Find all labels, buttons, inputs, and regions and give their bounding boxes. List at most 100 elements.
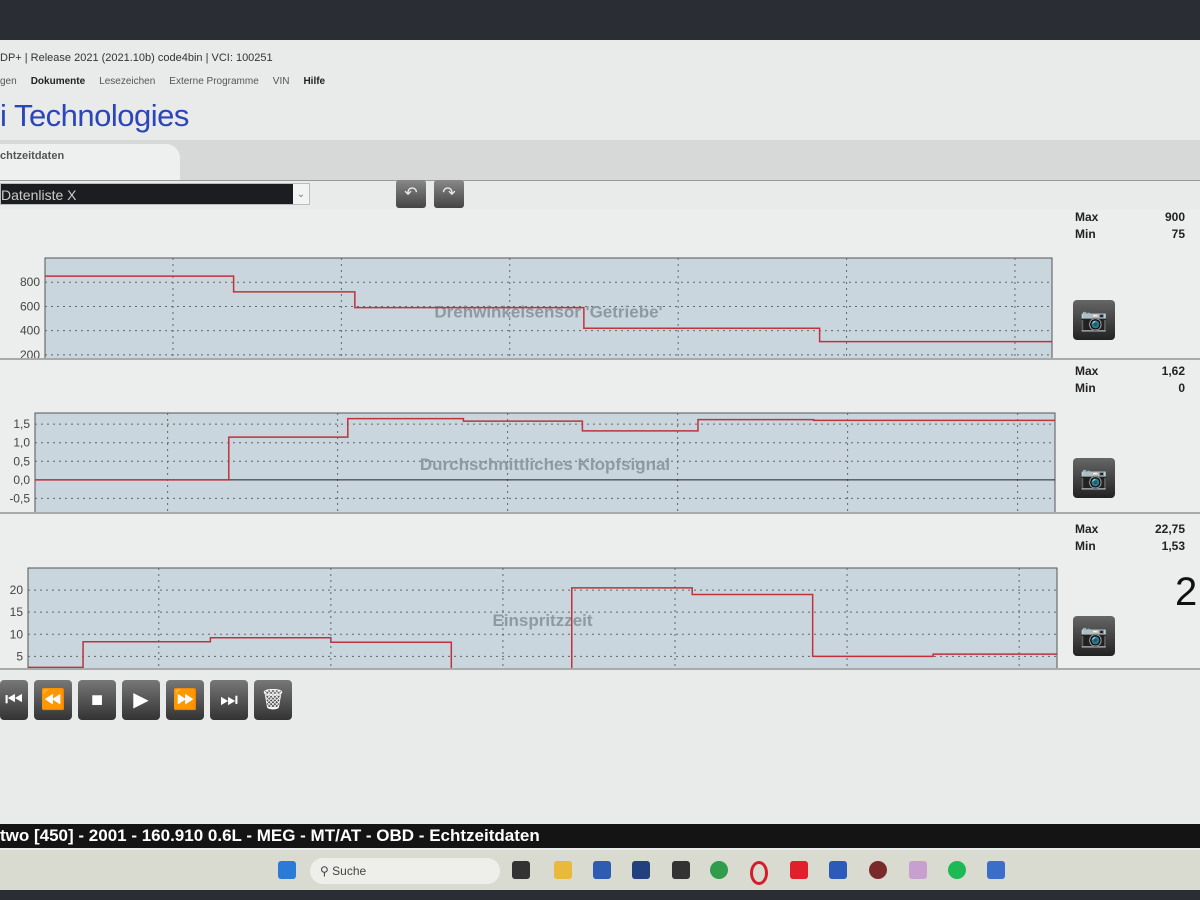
fast-forward-button[interactable]: ⏩ <box>166 680 204 720</box>
app-icon-blue[interactable] <box>987 861 1005 879</box>
plot-area <box>34 412 1056 512</box>
app-window: DP+ | Release 2021 (2021.10b) code4bin |… <box>0 40 1200 890</box>
tab-bar <box>0 140 1200 181</box>
status-bar: two [450] - 2001 - 160.910 0.6L - MEG - … <box>0 824 1200 848</box>
snipping-icon[interactable] <box>909 861 927 879</box>
snapshot-button[interactable]: 📷 <box>1073 300 1115 340</box>
max-label: Max <box>1075 522 1099 536</box>
chart-title: Einspritzzeit <box>492 611 592 630</box>
min-label: Min <box>1075 381 1096 395</box>
y-tick-label: 5 <box>16 649 23 663</box>
y-tick-label: 0,5 <box>13 454 30 468</box>
y-tick-label: 10 <box>10 627 24 641</box>
whatsapp-icon[interactable] <box>710 861 728 879</box>
taskbar-search[interactable]: ⚲ Suche <box>310 858 500 884</box>
app-icon-8[interactable] <box>869 861 887 879</box>
search-placeholder: Suche <box>332 864 367 878</box>
back-button[interactable]: ↶ <box>396 180 426 208</box>
skip-end-icon: ⏭ <box>220 689 238 711</box>
chart-panel-einspritzzeit: 6065707580855101520Einspritzzeit <box>0 514 1200 670</box>
menu-item-hilfe[interactable]: Hilfe <box>303 76 326 87</box>
chart-title: Drehwinkelsensor 'Getriebe' <box>434 303 662 322</box>
max-value: 1,62 <box>1161 364 1185 378</box>
chart-einspritzzeit: 6065707580855101520Einspritzzeit <box>10 567 1058 668</box>
y-tick-label: -0,5 <box>9 491 30 505</box>
camera-icon: 📷 <box>1080 465 1108 490</box>
skip-start-icon: ⏮ <box>5 689 23 711</box>
task-view-icon[interactable] <box>512 861 530 879</box>
min-value: 75 <box>1171 227 1185 241</box>
snapshot-button[interactable]: 📷 <box>1073 458 1115 498</box>
fast-forward-icon: ⏩ <box>172 689 198 711</box>
store-icon[interactable] <box>593 861 611 879</box>
chart-title: Durchschnittliches Klopfsignal <box>420 455 670 474</box>
y-tick-label: -1,0 <box>9 510 30 512</box>
play-icon: ▶ <box>133 689 149 711</box>
y-tick-label: 20 <box>10 583 24 597</box>
camera-icon: 📷 <box>1080 623 1108 648</box>
y-tick-label: 600 <box>20 299 40 313</box>
playback-controls: ⏮ ⏪ ■ ▶ ⏩ ⏭ 🗑 <box>0 680 292 720</box>
menu-item-vin[interactable]: VIN <box>272 76 290 87</box>
stats-einspritzzeit: Max 22,75 Min 1,53 <box>1075 522 1185 556</box>
data-line <box>45 275 1052 343</box>
menu-item[interactable]: gen <box>0 76 17 87</box>
app-icon-red[interactable] <box>790 861 808 879</box>
menu-item-externe-programme[interactable]: Externe Programme <box>169 76 259 87</box>
chevron-down-icon[interactable]: ⌄ <box>293 184 309 204</box>
datalist-select[interactable]: Datenliste X ⌄ <box>0 183 310 205</box>
y-tick-label: 800 <box>20 275 40 289</box>
taskbar: ⚲ Suche <box>0 850 1200 890</box>
delete-button[interactable]: 🗑 <box>254 680 292 720</box>
word-icon[interactable] <box>829 861 847 879</box>
y-tick-label: 400 <box>20 324 40 338</box>
search-icon: ⚲ <box>320 864 329 878</box>
min-value: 1,53 <box>1161 539 1185 553</box>
stop-button[interactable]: ■ <box>78 680 116 720</box>
chart-panel-drehwinkel: 606570758085200400600800Drehwinkelsensor… <box>0 210 1200 360</box>
min-label: Min <box>1075 227 1096 241</box>
windows-start-icon[interactable] <box>278 861 296 879</box>
max-value: 22,75 <box>1154 522 1185 536</box>
menu-bar: gen Dokumente Lesezeichen Externe Progra… <box>0 76 325 87</box>
min-label: Min <box>1075 539 1096 553</box>
forward-button[interactable]: ↷ <box>434 180 464 208</box>
stats-klopfsignal: Max 1,62 Min 0 <box>1075 364 1185 398</box>
plot-area <box>27 567 1058 668</box>
rewind-button[interactable]: ⏪ <box>34 680 72 720</box>
current-value: 2 <box>1175 570 1198 614</box>
stop-icon: ■ <box>90 689 104 711</box>
file-explorer-icon[interactable] <box>554 861 572 879</box>
y-tick-label: 200 <box>20 348 40 358</box>
stats-drehwinkel: Max 900 Min 75 <box>1075 210 1185 244</box>
arrow-right-icon: ↷ <box>442 185 456 202</box>
skip-start-button[interactable]: ⏮ <box>0 680 28 720</box>
logo: i Technologies <box>0 98 189 133</box>
opera-icon[interactable] <box>750 861 768 885</box>
dropbox-icon[interactable] <box>672 861 690 879</box>
skip-end-button[interactable]: ⏭ <box>210 680 248 720</box>
max-value: 900 <box>1164 210 1185 224</box>
data-line <box>35 417 1055 481</box>
chart-klopfsignal: 606570758085-1,0-0,50,00,51,01,5Durchsch… <box>9 412 1056 512</box>
spotify-icon[interactable] <box>948 861 966 879</box>
tab-echtzeitdaten[interactable]: chtzeitdaten <box>0 144 180 180</box>
max-label: Max <box>1075 210 1099 224</box>
booking-icon[interactable] <box>632 861 650 879</box>
arrow-left-icon: ↶ <box>404 185 418 202</box>
menu-item-dokumente[interactable]: Dokumente <box>30 76 86 87</box>
y-tick-label: 0,0 <box>13 473 30 487</box>
menu-item-lesezeichen[interactable]: Lesezeichen <box>99 76 156 87</box>
chart-drehwinkel: 606570758085200400600800Drehwinkelsensor… <box>20 257 1053 358</box>
data-line <box>28 587 1057 668</box>
max-label: Max <box>1075 364 1099 378</box>
play-button[interactable]: ▶ <box>122 680 160 720</box>
chart-panel-klopfsignal: 606570758085-1,0-0,50,00,51,01,5Durchsch… <box>0 360 1200 514</box>
trash-icon: 🗑 <box>260 689 286 711</box>
min-value: 0 <box>1178 381 1185 395</box>
y-tick-label: 15 <box>10 605 24 619</box>
camera-icon: 📷 <box>1080 307 1108 332</box>
datalist-value: Datenliste X <box>1 187 77 203</box>
snapshot-button[interactable]: 📷 <box>1073 616 1115 656</box>
rewind-icon: ⏪ <box>40 689 66 711</box>
